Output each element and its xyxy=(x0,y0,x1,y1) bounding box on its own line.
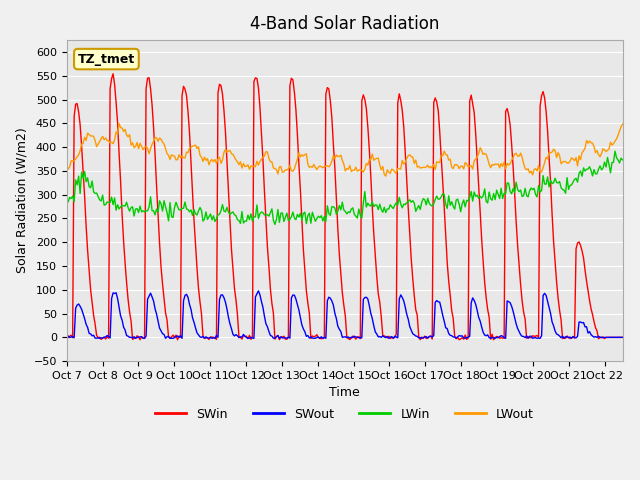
Y-axis label: Solar Radiation (W/m2): Solar Radiation (W/m2) xyxy=(15,128,28,274)
LWin xyxy=(271,222,279,228)
Line: LWin: LWin xyxy=(67,151,623,225)
Text: TZ_tmet: TZ_tmet xyxy=(78,53,135,66)
SWout xyxy=(349,335,356,340)
SWin xyxy=(349,333,356,339)
SWout xyxy=(255,288,262,294)
SWout xyxy=(619,335,627,340)
LWin xyxy=(133,206,141,212)
SWout xyxy=(474,307,481,313)
SWin xyxy=(157,264,165,270)
SWout xyxy=(63,334,70,340)
Legend: SWin, SWout, LWin, LWout: SWin, SWout, LWin, LWout xyxy=(150,403,539,425)
LWin xyxy=(250,214,258,220)
LWout xyxy=(474,154,481,160)
LWin xyxy=(608,160,616,166)
SWin xyxy=(610,335,618,340)
SWin xyxy=(135,334,143,340)
SWin xyxy=(619,335,627,340)
SWout xyxy=(610,335,618,340)
LWout xyxy=(382,173,390,179)
LWin xyxy=(63,199,70,204)
SWin xyxy=(109,71,117,77)
SWout xyxy=(252,294,259,300)
LWout xyxy=(348,168,355,174)
Line: SWout: SWout xyxy=(67,291,623,338)
SWout xyxy=(135,335,143,340)
LWin xyxy=(619,157,627,163)
SWin xyxy=(253,75,260,81)
LWin xyxy=(611,148,619,154)
Line: SWin: SWin xyxy=(67,74,623,340)
LWout xyxy=(619,121,627,127)
LWout xyxy=(135,146,143,152)
LWout xyxy=(156,135,163,141)
SWout xyxy=(156,325,163,331)
SWin xyxy=(474,156,481,162)
LWin xyxy=(348,206,355,212)
LWout xyxy=(115,120,123,126)
LWout xyxy=(63,163,70,168)
Title: 4-Band Solar Radiation: 4-Band Solar Radiation xyxy=(250,15,439,33)
LWin xyxy=(472,193,479,199)
X-axis label: Time: Time xyxy=(329,386,360,399)
SWin xyxy=(63,334,70,339)
LWout xyxy=(252,164,259,169)
SWout xyxy=(96,336,104,341)
SWin xyxy=(136,337,144,343)
Line: LWout: LWout xyxy=(67,123,623,176)
LWin xyxy=(154,209,162,215)
LWout xyxy=(610,141,618,146)
